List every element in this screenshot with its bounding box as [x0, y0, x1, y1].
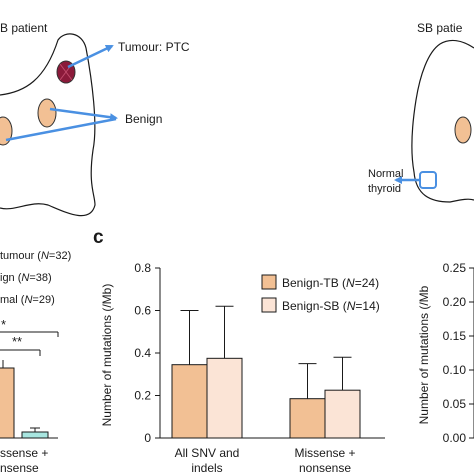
x-tick-label: Missense + — [294, 446, 355, 460]
x-tick-label: nonsense — [299, 461, 351, 474]
tb-patient-label: B patient — [0, 21, 48, 35]
sb-thyroid-outline — [411, 39, 474, 203]
sig-star-1: * — [1, 317, 6, 332]
sb-thyroid-diagram: SB patie Normal thyroid — [368, 21, 474, 203]
chart-c: c Number of mutations (/Mb) 0 0.2 0.4 0.6 0.… — [93, 227, 385, 474]
legend-swatch-benign-tb — [261, 274, 277, 290]
chart-legend: Benign-TB (N=24) Benign-SB (N=14) — [261, 274, 380, 313]
right-y-tick-label: 0.10 — [443, 363, 467, 377]
benign-nodule-2 — [0, 116, 13, 146]
sb-benign-nodule — [454, 116, 472, 144]
sb-patient-label: SB patie — [417, 21, 463, 35]
bar — [171, 364, 208, 439]
y-tick-label: 0.6 — [134, 304, 151, 318]
right-y-axis-ticks: 0.25 0.20 0.15 0.10 0.05 0.00 — [443, 261, 474, 445]
tumour-arrow — [67, 44, 114, 69]
bar — [289, 398, 326, 439]
right-y-tick-label: 0.00 — [443, 431, 467, 445]
normal-thyroid-box — [419, 171, 437, 189]
left-legend-1: tumour (N=32) — [0, 250, 71, 262]
chart-bars — [171, 305, 361, 439]
normal-label-1: Normal — [368, 168, 403, 180]
left-legend-3: mal (N=29) — [0, 294, 55, 306]
left-panel: tumour (N=32) ign (N=38) mal (N=29) * **… — [0, 250, 71, 474]
left-bar-benign — [0, 367, 15, 439]
left-legend-2: ign (N=38) — [0, 272, 52, 284]
right-y-tick-label: 0.20 — [443, 295, 467, 309]
legend-label-benign-tb: Benign-TB (N=24) — [282, 276, 379, 290]
left-xlabel-1: ssense + — [0, 446, 48, 460]
benign-arrow-1 — [49, 107, 118, 122]
bar — [324, 389, 361, 439]
right-y-tick-label: 0.25 — [443, 261, 467, 275]
tumour-label: Tumour: PTC — [118, 40, 190, 54]
sig-star-2: ** — [12, 334, 22, 349]
y-tick-label: 0.8 — [134, 261, 151, 275]
right-ylabel: Number of mutations (/Mb — [417, 285, 431, 424]
chart-ylabel: Number of mutations (/Mb) — [100, 284, 114, 427]
legend-label-benign-sb: Benign-SB (N=14) — [282, 299, 380, 313]
benign-arrow-2 — [5, 117, 117, 142]
bar — [206, 357, 243, 439]
left-bar-normal — [21, 431, 49, 439]
tb-thyroid-outline — [0, 33, 96, 217]
x-tick-label: All SNV and — [175, 446, 240, 460]
x-tick-label: indels — [191, 461, 222, 474]
panel-label-c: c — [93, 227, 104, 248]
y-tick-label: 0.2 — [134, 389, 151, 403]
right-y-tick-label: 0.05 — [443, 397, 467, 411]
benign-label: Benign — [125, 112, 162, 126]
tb-thyroid-diagram: B patient Tumour: PTC Benign — [0, 21, 190, 217]
y-tick-label: 0 — [144, 431, 151, 445]
left-xlabel-2: nsense — [0, 461, 39, 474]
right-panel: Number of mutations (/Mb 0.25 0.20 0.15 0.1… — [417, 261, 474, 445]
y-tick-label: 0.4 — [134, 346, 151, 360]
normal-label-2: thyroid — [368, 183, 401, 195]
benign-nodule-1 — [37, 98, 57, 128]
y-axis-ticks: 0 0.2 0.4 0.6 0.8 — [134, 261, 160, 445]
right-y-tick-label: 0.15 — [443, 329, 467, 343]
legend-swatch-benign-sb — [261, 297, 277, 313]
